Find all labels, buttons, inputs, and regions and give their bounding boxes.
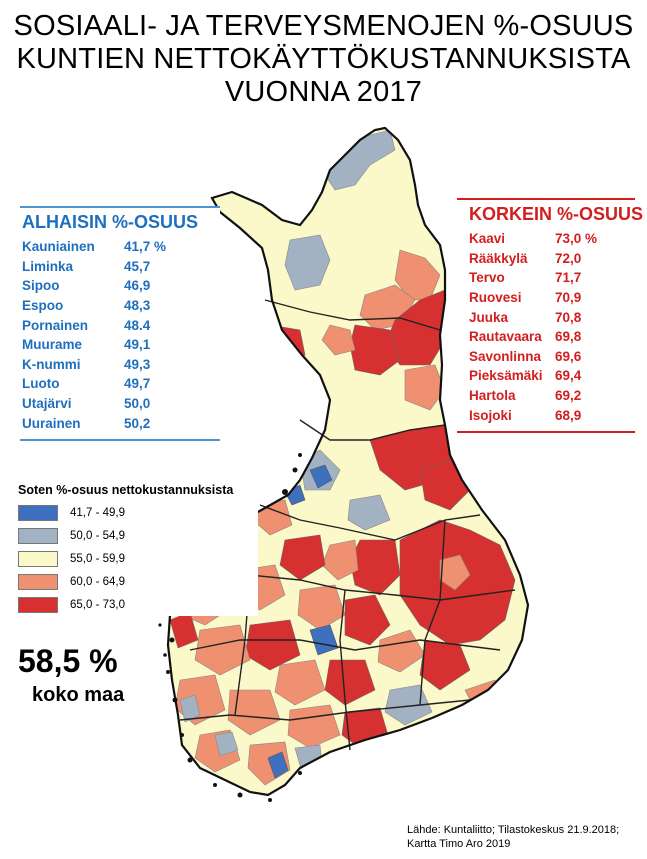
source-note: Lähde: Kuntaliitto; Tilastokeskus 21.9.2… [407, 823, 619, 851]
municipality-name: Juuka [469, 309, 509, 325]
ranking-row: Rautavaara 69,8 [457, 327, 635, 347]
national-label: koko maa [32, 684, 125, 706]
ranking-row: Isojoki 68,9 [457, 405, 635, 425]
legend-swatch [18, 573, 58, 590]
municipality-name: Tervo [469, 270, 505, 286]
municipality-name: Luoto [22, 376, 60, 392]
ranking-row: Savonlinna 69,6 [457, 347, 635, 367]
ranking-row: Espoo 48,3 [20, 296, 220, 316]
municipality-name: Rääkkylä [469, 250, 528, 266]
municipality-name: Isojoki [469, 407, 512, 423]
municipality-name: Espoo [22, 298, 64, 314]
share-value: 41,7 % [124, 239, 167, 255]
share-value: 71,7 [555, 270, 582, 286]
ranking-row: Hartola 69,2 [457, 386, 635, 406]
legend-label: 50,0 - 54,9 [70, 529, 125, 542]
legend-swatch [18, 596, 58, 613]
municipality-name: Ruovesi [469, 290, 522, 306]
legend-label: 65,0 - 73,0 [70, 598, 125, 611]
map-legend: Soten %-osuus nettokustannuksista 41,7 -… [18, 483, 258, 616]
share-value: 49,7 [124, 376, 151, 392]
municipality-name: Muurame [22, 337, 83, 353]
title-line-3: VUONNA 2017 [224, 76, 423, 108]
share-value: 50,2 [124, 415, 151, 431]
share-value: 49,3 [124, 356, 151, 372]
share-value: 69,2 [555, 388, 582, 404]
municipality-name: Sipoo [22, 278, 60, 294]
ranking-row: Rääkkylä 72,0 [457, 249, 635, 269]
share-value: 48,3 [124, 298, 151, 314]
ranking-row: Pieksämäki 69,4 [457, 366, 635, 386]
legend-item: 50,0 - 54,9 [18, 524, 258, 547]
legend-swatch [18, 504, 58, 521]
legend-label: 55,0 - 59,9 [70, 552, 125, 565]
share-value: 69,8 [555, 329, 582, 345]
municipality-name: Utajärvi [22, 396, 72, 412]
share-value: 69,4 [555, 368, 582, 384]
legend-item: 65,0 - 73,0 [18, 593, 258, 616]
municipality-name: Liminka [22, 258, 74, 274]
share-value: 70,9 [555, 290, 582, 306]
share-value: 73,0 % [555, 231, 598, 247]
share-value: 49,1 [124, 337, 151, 353]
highest-share-panel: KORKEIN %-OSUUS Kaavi 73,0 % Rääkkylä 72,0 T… [457, 198, 644, 433]
municipality-name: Savonlinna [469, 348, 542, 364]
share-value: 50,0 [124, 396, 151, 412]
title-line-1: SOSIAALI- JA TERVEYSMENOJEN %-OSUUS [13, 10, 634, 42]
legend-label: 60,0 - 64,9 [70, 575, 125, 588]
ranking-row: K-nummi 49,3 [20, 355, 220, 375]
ranking-row: Liminka 45,7 [20, 257, 220, 277]
share-value: 68,9 [555, 407, 582, 423]
lowest-share-panel: ALHAISIN %-OSUUS Kauniainen 41,7 % Liminka… [20, 206, 220, 441]
map-title: SOSIAALI- JA TERVEYSMENOJEN %-OSUUS KUNT… [0, 10, 647, 109]
ranking-row: Pornainen 48.4 [20, 315, 220, 335]
municipality-name: Hartola [469, 388, 516, 404]
municipality-name: Rautavaara [469, 329, 542, 345]
municipality-name: Kaavi [469, 231, 506, 247]
ranking-row: Tervo 71,7 [457, 268, 635, 288]
legend-label: 41,7 - 49,9 [70, 506, 125, 519]
ranking-row: Utajärvi 50,0 [20, 394, 220, 414]
share-value: 70,8 [555, 309, 582, 325]
legend-swatch [18, 550, 58, 567]
archipelago [158, 453, 302, 802]
highest-heading: KORKEIN %-OSUUS [469, 204, 644, 224]
ranking-row: Uurainen 50,2 [20, 413, 220, 433]
ranking-row: Muurame 49,1 [20, 335, 220, 355]
lowest-heading: ALHAISIN %-OSUUS [22, 212, 199, 232]
ranking-row: Ruovesi 70,9 [457, 288, 635, 308]
share-value: 45,7 [124, 258, 151, 274]
municipality-name: Kauniainen [22, 239, 95, 255]
legend-item: 55,0 - 59,9 [18, 547, 258, 570]
share-value: 48.4 [124, 317, 151, 333]
legend-item: 41,7 - 49,9 [18, 501, 258, 524]
municipality-name: Uurainen [22, 415, 81, 431]
municipality-name: Pornainen [22, 317, 89, 333]
municipality-name: K-nummi [22, 356, 81, 372]
source-line-1: Lähde: Kuntaliitto; Tilastokeskus 21.9.2… [407, 824, 620, 836]
legend-swatch [18, 527, 58, 544]
title-line-2: KUNTIEN NETTOKÄYTTÖKUSTANNUKSISTA [16, 43, 631, 75]
national-value: 58,5 % [18, 643, 118, 679]
ranking-row: Juuka 70,8 [457, 307, 635, 327]
ranking-row: Sipoo 46,9 [20, 276, 220, 296]
legend-title: Soten %-osuus nettokustannuksista [18, 483, 234, 497]
ranking-row: Kaavi 73,0 % [457, 229, 635, 249]
source-line-2: Kartta Timo Aro 2019 [407, 838, 511, 850]
share-value: 72,0 [555, 250, 582, 266]
municipality-name: Pieksämäki [469, 368, 543, 384]
share-value: 46,9 [124, 278, 151, 294]
share-value: 69,6 [555, 348, 582, 364]
legend-item: 60,0 - 64,9 [18, 570, 258, 593]
ranking-row: Kauniainen 41,7 % [20, 237, 220, 257]
ranking-row: Luoto 49,7 [20, 374, 220, 394]
